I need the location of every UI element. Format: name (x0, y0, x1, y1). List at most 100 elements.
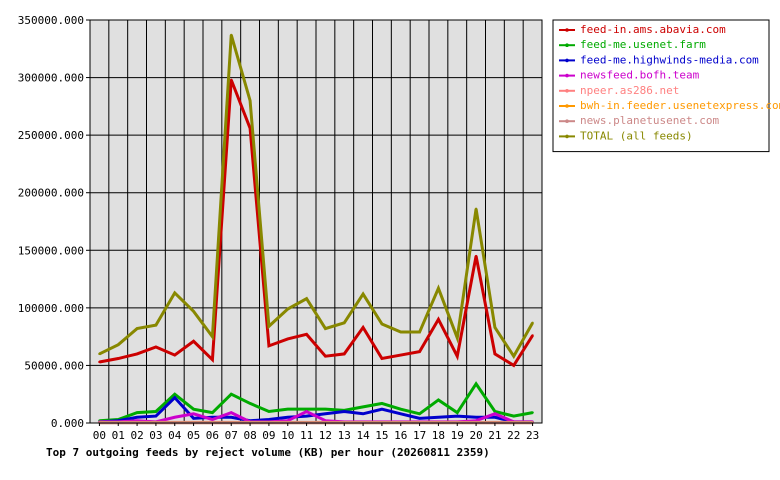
data-point (286, 307, 289, 311)
legend-label: bwh-in.feeder.usenetexpress.com (580, 99, 780, 112)
data-point (286, 416, 289, 419)
data-point (361, 405, 365, 409)
data-point (267, 344, 271, 348)
data-point (154, 414, 158, 418)
data-point (399, 407, 402, 411)
data-point (418, 412, 421, 415)
x-tick-label: 14 (356, 429, 370, 442)
data-point (305, 333, 308, 336)
data-point (343, 321, 346, 325)
series-group (98, 78, 534, 368)
data-point (380, 322, 384, 326)
x-tick-label: 10 (281, 429, 294, 442)
data-point (456, 336, 459, 339)
data-point (248, 402, 252, 405)
legend-marker (565, 28, 569, 32)
legend-label: newsfeed.bofh.team (580, 69, 700, 82)
data-point (493, 410, 497, 413)
data-point (418, 417, 421, 420)
data-point (154, 323, 158, 327)
y-tick-label: 0.000 (51, 417, 84, 430)
y-tick-label: 350000.000 (18, 14, 84, 27)
data-point (512, 414, 515, 418)
data-point (437, 416, 440, 419)
x-tick-label: 21 (488, 429, 501, 442)
data-point (173, 393, 176, 396)
x-tick-label: 07 (225, 429, 238, 442)
data-point (305, 407, 308, 411)
data-point (361, 412, 365, 415)
data-point (135, 327, 139, 330)
data-point (399, 353, 402, 357)
x-tick-label: 03 (149, 429, 162, 442)
data-point (192, 417, 195, 420)
data-point (211, 358, 214, 361)
data-point (286, 407, 289, 411)
legend-marker (565, 73, 569, 78)
data-point (324, 355, 327, 358)
data-point (192, 310, 195, 313)
data-point (98, 352, 101, 356)
data-point (493, 416, 497, 419)
x-tick-label: 04 (168, 429, 182, 442)
legend-label: feed-me.highwinds-media.com (580, 53, 759, 66)
y-tick-label: 300000.000 (18, 72, 84, 85)
x-tick-label: 11 (300, 429, 313, 442)
data-point (380, 357, 384, 360)
data-point (399, 412, 402, 415)
data-point (173, 396, 176, 399)
data-point (98, 360, 101, 364)
data-point (437, 398, 440, 402)
data-point (192, 407, 195, 411)
data-point (493, 352, 497, 356)
data-point (343, 352, 346, 356)
plot-area-border (89, 19, 543, 424)
legend-marker (565, 89, 569, 93)
x-tick-label: 09 (262, 429, 275, 442)
data-point (343, 410, 346, 413)
series-line (99, 381, 533, 423)
data-point (531, 334, 534, 337)
x-tick-label: 01 (112, 429, 125, 442)
data-point (456, 411, 459, 414)
data-point (230, 33, 233, 37)
data-point (531, 411, 534, 414)
series-line (98, 34, 534, 360)
data-point (248, 99, 252, 102)
y-tick-label: 50000.000 (24, 359, 84, 372)
data-point (192, 412, 195, 415)
legend-label: news.planetusenet.com (580, 114, 719, 127)
data-point (324, 412, 327, 415)
data-point (361, 326, 365, 329)
data-point (135, 411, 139, 414)
data-point (474, 416, 478, 419)
data-point (267, 418, 271, 421)
data-point (324, 327, 327, 330)
series-line (99, 79, 534, 368)
x-tick-label: 23 (526, 429, 539, 442)
data-point (211, 335, 214, 338)
data-point (230, 416, 233, 419)
data-point (230, 78, 233, 82)
data-point (117, 357, 120, 360)
data-point (512, 364, 515, 367)
legend-label: npeer.as286.net (580, 84, 679, 97)
data-point (531, 321, 534, 325)
x-tick-label: 12 (319, 429, 332, 442)
data-point (248, 127, 252, 130)
data-point (437, 287, 440, 290)
x-tick-label: 13 (338, 429, 351, 442)
data-point (456, 414, 459, 418)
data-point (267, 325, 271, 328)
data-point (154, 410, 158, 413)
data-point (135, 352, 139, 356)
legend-label: feed-me.usenet.farm (580, 38, 706, 51)
data-point (305, 414, 308, 418)
y-tick-label: 150000.000 (18, 244, 84, 257)
x-tick-label: 16 (394, 429, 407, 442)
legend-marker (565, 104, 569, 108)
series-group (98, 381, 534, 423)
data-point (230, 393, 233, 396)
